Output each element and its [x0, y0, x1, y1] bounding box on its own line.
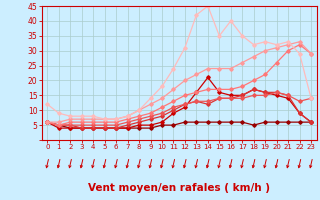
Text: Vent moyen/en rafales ( km/h ): Vent moyen/en rafales ( km/h ) — [88, 183, 270, 193]
